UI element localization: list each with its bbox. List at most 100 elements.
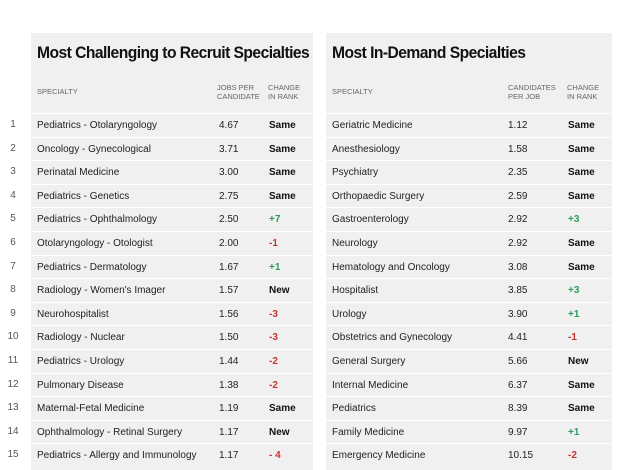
rank-change: -3 xyxy=(269,308,278,320)
rank-number: 7 xyxy=(10,260,16,272)
rank-change: - 4 xyxy=(269,450,281,462)
ratio-value: 3.08 xyxy=(508,261,528,273)
table-row: Pediatrics - Genetics 2.75 Same xyxy=(31,183,313,209)
rank-change: +7 xyxy=(269,214,281,226)
rank-change: +3 xyxy=(568,214,580,226)
in-demand-specialties-panel: Most In-Demand Specialties SPECIALTY CAN… xyxy=(326,33,612,470)
table-row: Gastroenterology 2.92 +3 xyxy=(326,207,612,232)
ratio-value: 1.50 xyxy=(219,332,239,344)
ratio-value: 2.59 xyxy=(508,190,528,202)
rank-number: 11 xyxy=(7,355,19,366)
rank-number: 8 xyxy=(10,284,16,296)
table-row: Radiology - Women's Imager 1.57 New xyxy=(31,278,313,303)
table-row: Pediatrics 8.39 Same xyxy=(326,396,612,421)
specialty-name: Family Medicine xyxy=(332,426,405,438)
ratio-value: 1.38 xyxy=(219,379,239,391)
table-row: Perinatal Medicine 3.00 Same xyxy=(31,160,313,185)
rank-number: 3 xyxy=(10,166,16,178)
ratio-value: 1.12 xyxy=(508,120,528,131)
left-header-specialty: SPECIALTY xyxy=(37,87,78,96)
table-row: Pediatrics - Otolaryngology 4.67 Same xyxy=(31,113,313,138)
ratio-value: 1.17 xyxy=(219,426,239,438)
rank-change: Same xyxy=(568,120,595,131)
left-table-header: SPECIALTY JOBS PER CANDIDATE CHANGE IN R… xyxy=(31,81,313,111)
rank-change: +1 xyxy=(568,308,580,320)
rank-number: 13 xyxy=(7,402,19,414)
ratio-value: 3.90 xyxy=(508,308,528,320)
rank-number: 12 xyxy=(7,378,19,390)
ratio-value: 5.66 xyxy=(508,356,528,367)
specialty-name: Oncology - Gynecological xyxy=(37,143,151,155)
rank-number: 10 xyxy=(7,331,19,343)
rank-change: Same xyxy=(269,190,296,202)
ratio-value: 1.58 xyxy=(508,143,528,155)
rank-number: 9 xyxy=(10,307,16,319)
rank-change: -2 xyxy=(568,450,577,462)
specialty-name: Obstetrics and Gynecology xyxy=(332,332,453,344)
ratio-value: 8.39 xyxy=(508,403,528,415)
right-panel-title: Most In-Demand Specialties xyxy=(332,43,526,62)
ratio-value: 3.00 xyxy=(219,167,239,179)
ratio-value: 4.41 xyxy=(508,332,528,344)
left-header-change-in-rank: CHANGE IN RANK xyxy=(268,83,301,101)
ratio-value: 4.67 xyxy=(219,120,239,131)
table-row: Obstetrics and Gynecology 4.41 -1 xyxy=(326,325,612,350)
specialty-name: Pediatrics - Ophthalmology xyxy=(37,214,158,226)
table-row: Otolaryngology - Otologist 2.00 -1 xyxy=(31,231,313,256)
rank-change: Same xyxy=(568,167,595,179)
table-row: Anesthesiology 1.58 Same xyxy=(326,136,612,162)
rank-change: Same xyxy=(568,238,595,249)
specialty-name: Radiology - Women's Imager xyxy=(37,285,166,297)
ratio-value: 2.92 xyxy=(508,214,528,226)
rank-change: Same xyxy=(568,261,595,273)
table-row: Internal Medicine 6.37 Same xyxy=(326,372,612,398)
table-row: Emergency Medicine 10.15 -2 xyxy=(326,443,612,468)
rank-change: Same xyxy=(269,143,296,155)
rank-change: -2 xyxy=(269,356,278,367)
specialty-name: Gastroenterology xyxy=(332,214,409,226)
specialty-name: Geriatric Medicine xyxy=(332,120,413,131)
table-row: Pulmonary Disease 1.38 -2 xyxy=(31,372,313,398)
right-table-header: SPECIALTY CANDIDATES PER JOB CHANGE IN R… xyxy=(326,81,612,111)
rank-number: 15 xyxy=(7,449,19,461)
table-row: Oncology - Gynecological 3.71 Same xyxy=(31,136,313,162)
rank-change: New xyxy=(269,285,290,297)
rank-change: +1 xyxy=(568,426,580,438)
rank-change: -2 xyxy=(269,379,278,391)
rank-change: -1 xyxy=(568,332,577,344)
ratio-value: 9.97 xyxy=(508,426,528,438)
specialty-name: General Surgery xyxy=(332,356,406,367)
table-row: Maternal-Fetal Medicine 1.19 Same xyxy=(31,396,313,421)
ratio-value: 2.00 xyxy=(219,238,239,249)
ratio-value: 1.17 xyxy=(219,450,239,462)
table-row: General Surgery 5.66 New xyxy=(326,349,612,374)
rank-number: 14 xyxy=(7,425,19,437)
right-header-change-in-rank: CHANGE IN RANK xyxy=(567,83,600,101)
table-row: Pediatrics - Ophthalmology 2.50 +7 xyxy=(31,207,313,232)
rank-number: 4 xyxy=(10,189,16,201)
left-panel-title: Most Challenging to Recruit Specialties xyxy=(37,43,310,62)
table-row: Neurohospitalist 1.56 -3 xyxy=(31,301,313,327)
rank-change: Same xyxy=(568,379,595,391)
rank-change: New xyxy=(269,426,290,438)
specialty-name: Emergency Medicine xyxy=(332,450,426,462)
specialty-name: Pediatrics - Otolaryngology xyxy=(37,120,158,131)
rank-number: 2 xyxy=(10,142,16,154)
ratio-value: 1.57 xyxy=(219,285,239,297)
specialty-name: Pediatrics xyxy=(332,403,376,415)
ratio-value: 2.35 xyxy=(508,167,528,179)
ratio-value: 1.56 xyxy=(219,308,239,320)
rank-number: 6 xyxy=(10,237,16,248)
specialty-name: Ophthalmology - Retinal Surgery xyxy=(37,426,183,438)
ratio-value: 10.15 xyxy=(508,450,534,462)
specialty-name: Internal Medicine xyxy=(332,379,409,391)
specialty-name: Anesthesiology xyxy=(332,143,400,155)
rank-change: Same xyxy=(269,403,296,415)
table-row: Psychiatry 2.35 Same xyxy=(326,160,612,185)
specialty-name: Perinatal Medicine xyxy=(37,167,120,179)
ratio-value: 3.71 xyxy=(219,143,239,155)
right-header-candidates-per-job: CANDIDATES PER JOB xyxy=(508,83,556,101)
rank-change: +3 xyxy=(568,285,580,297)
left-header-jobs-per-candidate: JOBS PER CANDIDATE xyxy=(217,83,260,101)
challenging-specialties-panel: Most Challenging to Recruit Specialties … xyxy=(31,33,313,470)
